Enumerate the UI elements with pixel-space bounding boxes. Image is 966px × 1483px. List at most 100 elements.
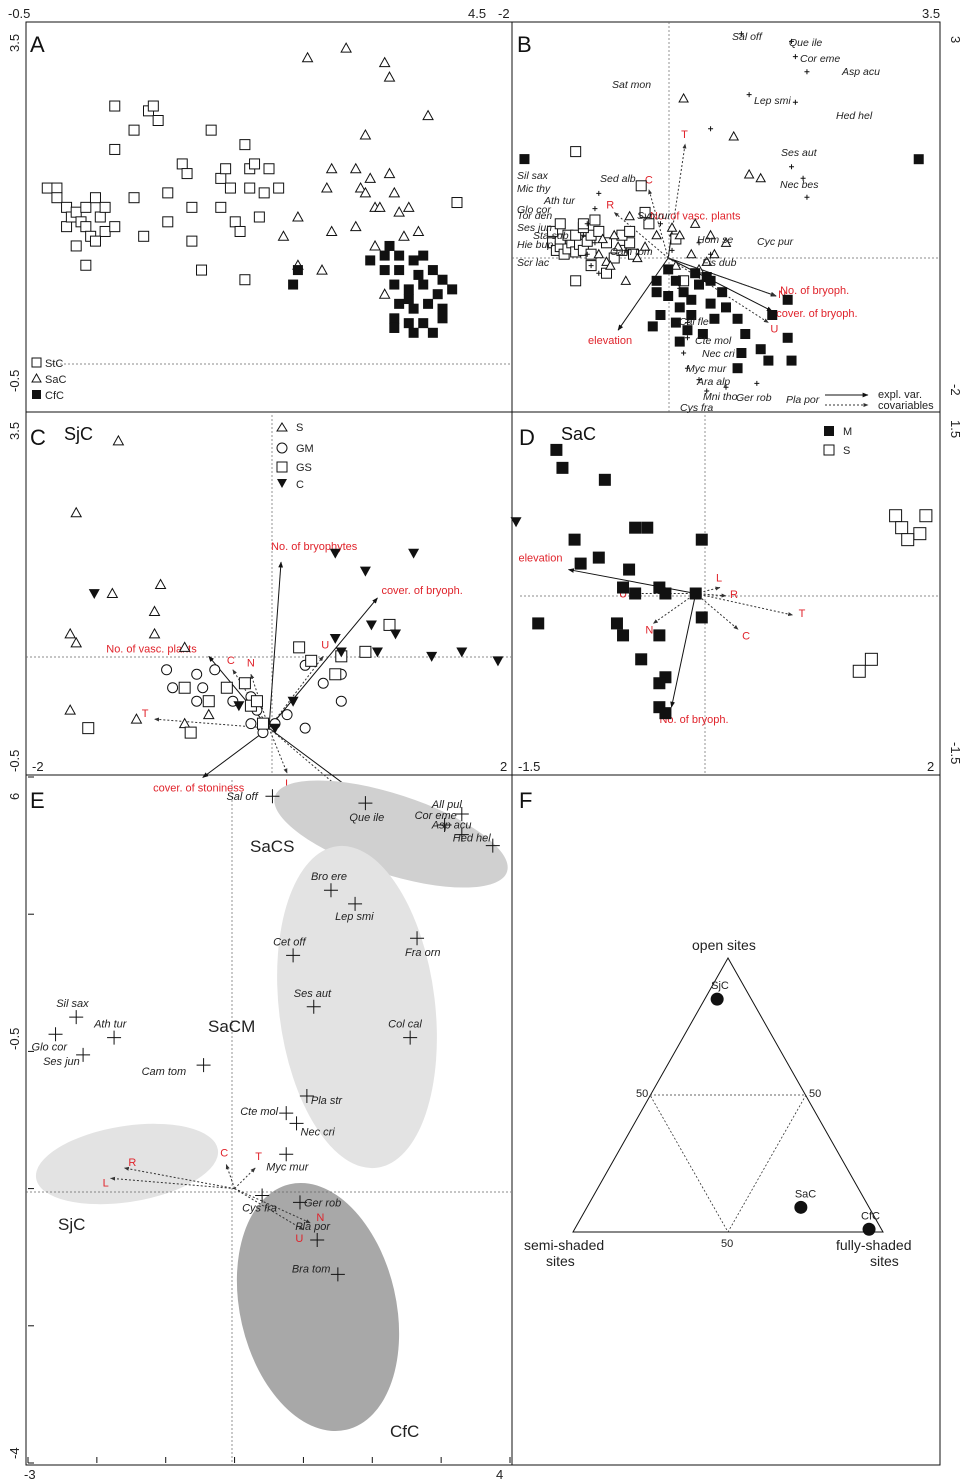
point-b-cfc-25	[782, 294, 793, 305]
point-a-stc-41	[244, 182, 256, 194]
panel-a-legend: StC SaC CfC	[31, 357, 66, 402]
point-c-c-8	[335, 647, 347, 658]
point-b-stc-15	[593, 225, 605, 237]
point-a-stc-37	[229, 216, 241, 228]
panel-d-xmin: -1.5	[518, 759, 540, 774]
point-b-sac-9	[620, 275, 632, 285]
point-b-stc-29	[627, 248, 639, 260]
point-c-gm-4	[197, 682, 209, 694]
panel-e-axis-ticks	[27, 776, 511, 1464]
point-d-m-6	[568, 533, 581, 546]
panel-a-marks	[41, 42, 530, 338]
point-a-stc-2	[51, 192, 63, 204]
point-b-cfc-21	[732, 363, 743, 374]
panel-c-label: C	[30, 425, 46, 450]
point-b-species-9	[804, 194, 810, 200]
point-a-stc-49	[273, 182, 285, 194]
point-b-stc-34	[624, 225, 636, 237]
point-b-sac-11	[639, 241, 651, 251]
vector-label-e-1: T	[255, 1151, 262, 1163]
point-d-m-2	[598, 473, 611, 486]
point-a-cfc-23	[408, 327, 419, 338]
vector-e-1	[234, 1167, 256, 1189]
point-a-sac-9	[354, 182, 367, 193]
point-a-sac-5	[422, 109, 434, 121]
point-b-species-21	[704, 388, 710, 394]
point-d-s-5	[864, 652, 878, 666]
panel-c-title: SjC	[64, 424, 93, 444]
ellipse-sacm	[277, 845, 437, 1169]
species-label-b-17: Hom se	[697, 234, 733, 246]
legend-marker-c	[277, 479, 287, 488]
corner-semi-shaded-1: semi-shaded	[524, 1237, 604, 1253]
point-a-sac-27	[316, 264, 328, 275]
vector-c-5	[268, 655, 324, 729]
species-label-b-7: Ses aut	[781, 147, 818, 159]
vector-label-e-3: L	[103, 1177, 109, 1189]
point-d-m-5	[695, 533, 708, 546]
point-c-c-13	[269, 723, 281, 734]
point-b-cfc-13	[670, 317, 681, 328]
vector-label-c-3: cover. of stoniness	[153, 782, 245, 794]
species-label-b-18: Cyc pur	[757, 236, 794, 248]
point-a-stc-6	[70, 206, 82, 218]
point-a-stc-3	[61, 201, 73, 213]
point-a-cfc-14	[447, 284, 458, 295]
species-point-e-24	[330, 1267, 345, 1282]
point-b-cfc-1	[670, 275, 681, 286]
point-d-m-4	[641, 521, 654, 534]
point-b-species-18	[681, 350, 687, 356]
panel-a-xmin: -0.5	[8, 6, 30, 21]
point-b-sac-4	[593, 248, 605, 259]
species-label-e-3: Cor eme	[415, 810, 457, 822]
point-a-stc-12	[94, 211, 106, 223]
species-label-e-15: Ses jun	[43, 1056, 80, 1068]
species-label-e-9: Cet off	[273, 936, 306, 948]
point-b-species-6	[708, 126, 714, 132]
point-c-c-3	[408, 548, 420, 559]
point-b-species-2	[792, 54, 798, 60]
point-d-m-18	[653, 629, 666, 642]
species-label-e-10: Ses aut	[294, 988, 332, 1000]
point-b-species-12	[623, 247, 629, 253]
point-a-sac-26	[378, 288, 391, 299]
species-label-b-29: Mni tho	[703, 391, 738, 403]
vector-b-3	[617, 257, 669, 331]
point-a-sac-15	[388, 186, 401, 198]
point-b-species-4	[746, 92, 752, 98]
group-label-sacm: SaCM	[208, 1017, 255, 1036]
vector-d-0	[567, 568, 696, 594]
point-a-stc-42	[249, 158, 261, 170]
point-b-species-31	[596, 270, 602, 276]
point-a-cfc-2	[394, 250, 405, 261]
point-b-species-16	[684, 320, 690, 326]
species-label-b-12: Ath tur	[543, 195, 575, 207]
panel-e-vectors: C T R L N U	[103, 1148, 325, 1245]
point-a-sac-7	[325, 162, 338, 174]
species-label-e-12: Sil sax	[56, 998, 89, 1010]
point-a-sac-2	[378, 56, 391, 68]
species-label-e-21: Cys fra	[242, 1202, 277, 1214]
point-a-cfc-21	[418, 318, 429, 329]
ellipse-sacs	[274, 780, 508, 888]
vector-label-d-2: L	[716, 573, 722, 585]
panel-b-legend: expl. var. covariables	[825, 389, 934, 412]
point-b-species-30	[588, 263, 594, 269]
point-c-gm-13	[281, 709, 293, 721]
point-a-stc-20	[109, 100, 121, 112]
species-label-b-2: Cor eme	[800, 53, 840, 65]
legend-label-expl: expl. var.	[878, 389, 922, 401]
point-d-m-19	[635, 653, 648, 666]
point-a-sac-4	[359, 128, 372, 140]
point-c-s-4	[148, 605, 161, 616]
ternary-point-sjc	[710, 992, 724, 1006]
ternary-label-cfc: CfC	[861, 1210, 880, 1222]
point-a-stc-28	[162, 216, 174, 228]
point-b-cfc-22	[755, 344, 766, 355]
point-d-s-4	[901, 533, 915, 547]
vector-label-b-2: cover. of bryoph.	[776, 308, 857, 320]
frame-panel-f	[511, 774, 941, 1466]
point-c-c-2	[359, 566, 371, 577]
panel-b-label: B	[517, 32, 532, 57]
legend-marker-m	[824, 426, 834, 436]
